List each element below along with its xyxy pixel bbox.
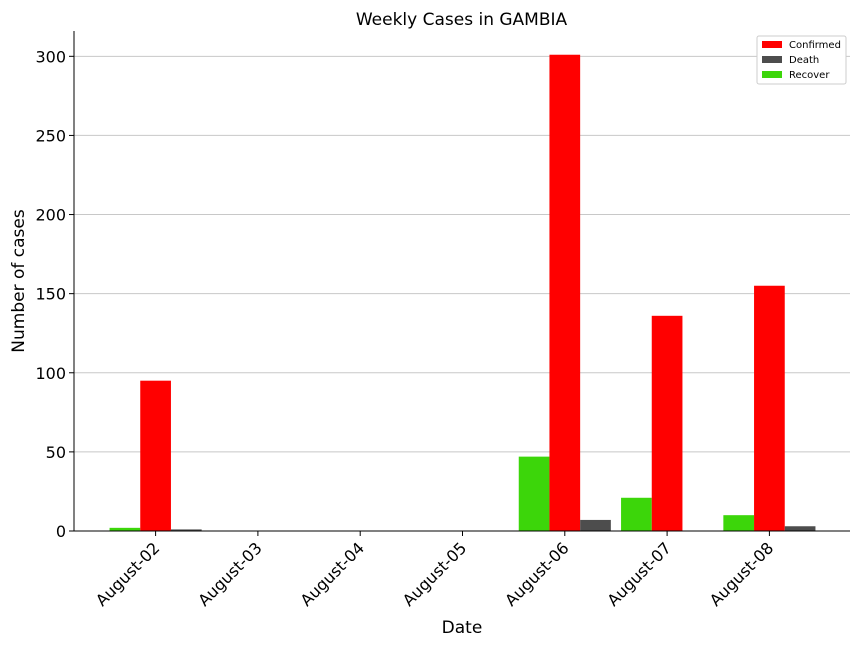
legend-swatch-death: [762, 56, 782, 63]
bar-death: [170, 529, 202, 531]
grid: [74, 55, 850, 453]
bar-death: [784, 526, 816, 531]
x-tick-label: August-03: [194, 538, 266, 610]
y-tick-label: 50: [46, 443, 66, 462]
bar-recover: [723, 515, 755, 531]
x-tick-label: August-02: [92, 538, 164, 610]
bar-confirmed: [651, 315, 683, 531]
bar-recover: [109, 527, 141, 531]
bar-death: [580, 519, 611, 531]
x-tick-label: August-04: [297, 538, 369, 610]
y-tick-label: 0: [56, 522, 66, 541]
y-tick-label: 100: [35, 364, 66, 383]
y-axis-label: Number of cases: [9, 209, 29, 353]
y-tick-label: 150: [35, 285, 66, 304]
x-axis-label: Date: [442, 618, 483, 638]
bars: [109, 54, 816, 531]
y-tick-label: 200: [35, 206, 66, 225]
y-tick-label: 300: [35, 47, 66, 66]
bar-recover: [621, 497, 652, 531]
bar-confirmed: [549, 54, 581, 531]
x-tick-label: August-07: [603, 538, 675, 610]
legend: Confirmed Death Recover: [756, 35, 847, 85]
y-ticks: 0 50 100 150 200 250 300: [35, 47, 74, 541]
x-tick-label: August-05: [399, 538, 471, 610]
chart-title: Weekly Cases in GAMBIA: [356, 10, 568, 30]
axes: [73, 31, 850, 532]
x-tick-label: August-08: [706, 538, 778, 610]
x-ticks: August-02 August-03 August-04 August-05 Augu…: [92, 531, 777, 610]
legend-swatch-confirmed: [762, 41, 782, 48]
x-tick-label: August-06: [501, 538, 573, 610]
legend-swatch-recover: [762, 71, 782, 78]
legend-label-recover: Recover: [789, 70, 830, 81]
bar-confirmed: [140, 380, 171, 531]
bar-confirmed: [754, 285, 785, 531]
y-tick-label: 250: [35, 126, 66, 145]
bar-recover: [518, 456, 550, 531]
legend-label-confirmed: Confirmed: [789, 40, 841, 51]
legend-label-death: Death: [789, 55, 819, 66]
